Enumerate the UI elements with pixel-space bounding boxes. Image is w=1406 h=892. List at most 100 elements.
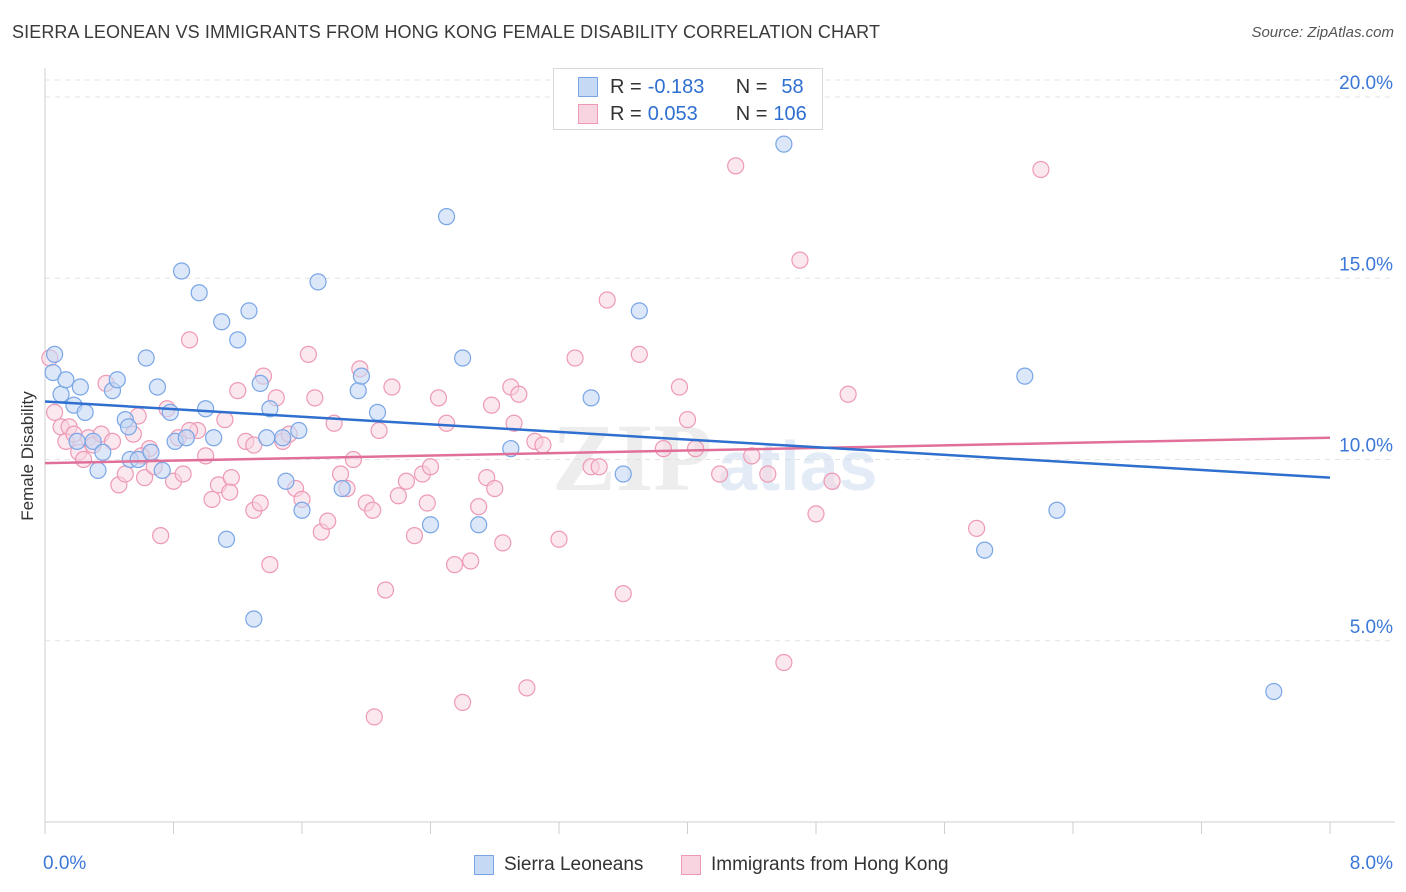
data-point-sierra-leonean (1048, 501, 1066, 519)
series-sierra-leoneans-points (44, 135, 1283, 701)
data-point-hong-kong (222, 469, 240, 487)
data-point-sierra-leonean (470, 516, 488, 534)
data-point-hong-kong (727, 157, 745, 175)
data-point-sierra-leonean (68, 432, 86, 450)
data-point-sierra-leonean (240, 302, 258, 320)
data-point-sierra-leonean (976, 541, 994, 559)
data-point-sierra-leonean (229, 331, 247, 349)
tick-labels: 5.0% 10.0% 15.0% 20.0% 0.0% 8.0% (43, 73, 1393, 874)
data-point-sierra-leonean (1016, 367, 1034, 385)
data-point-sierra-leonean (421, 516, 440, 534)
data-point-hong-kong (319, 512, 337, 530)
data-point-sierra-leonean (44, 363, 62, 382)
legend-r-value: 0.053 (647, 102, 698, 125)
legend-row-sierra-leoneans: R = -0.183 N = 58 (578, 75, 804, 99)
x-tick-label-max: 8.0% (1350, 853, 1393, 874)
data-point-hong-kong (470, 498, 488, 516)
data-point-sierra-leonean (197, 400, 215, 418)
data-point-sierra-leonean (290, 421, 308, 440)
legend-r-label: R = (610, 102, 642, 125)
data-point-sierra-leonean (258, 429, 276, 447)
data-point-hong-kong (383, 378, 401, 396)
data-point-hong-kong (494, 534, 512, 552)
data-point-hong-kong (370, 421, 388, 440)
data-point-hong-kong (344, 450, 362, 469)
data-point-hong-kong (791, 251, 809, 269)
data-point-hong-kong (389, 487, 407, 505)
data-point-sierra-leonean (309, 273, 327, 291)
bottom-legend-label: Sierra Leoneans (504, 854, 644, 875)
data-point-sierra-leonean (630, 302, 648, 320)
correlation-legend: R = -0.183 N = 58 R = 0.053 N = 106 (553, 68, 823, 130)
data-point-hong-kong (968, 519, 986, 537)
legend-n-value: 106 (773, 102, 807, 125)
data-point-hong-kong (376, 581, 395, 599)
data-point-hong-kong (839, 385, 857, 403)
data-point-sierra-leonean (775, 135, 793, 153)
data-point-sierra-leonean (46, 345, 64, 363)
data-point-sierra-leonean (76, 403, 94, 421)
data-point-hong-kong (518, 679, 536, 697)
data-point-sierra-leonean (161, 403, 179, 421)
data-point-hong-kong (364, 501, 382, 519)
data-point-hong-kong (116, 465, 134, 483)
data-point-hong-kong (510, 385, 528, 403)
data-point-sierra-leonean (277, 472, 295, 490)
data-point-hong-kong (590, 458, 608, 476)
data-point-sierra-leonean (352, 367, 371, 385)
bottom-legend-swatch-pink (681, 855, 701, 875)
data-point-hong-kong (429, 389, 448, 407)
data-point-sierra-leonean (52, 385, 70, 403)
y-tick-label: 10.0% (1339, 436, 1393, 457)
data-point-hong-kong (437, 414, 456, 432)
bottom-legend-label: Immigrants from Hong Kong (711, 854, 949, 875)
data-point-hong-kong (174, 465, 192, 483)
data-point-sierra-leonean (437, 208, 456, 226)
legend-n-label: N = (735, 102, 768, 125)
data-point-hong-kong (486, 479, 504, 498)
data-point-hong-kong (421, 458, 440, 476)
data-point-hong-kong (1032, 160, 1050, 179)
data-point-hong-kong (203, 490, 221, 508)
data-point-sierra-leonean (217, 530, 236, 548)
data-point-hong-kong (482, 396, 501, 414)
data-point-hong-kong (418, 494, 436, 512)
data-point-hong-kong (103, 432, 122, 450)
data-point-hong-kong (678, 411, 697, 429)
data-point-hong-kong (823, 472, 841, 490)
data-point-sierra-leonean (213, 313, 231, 331)
data-point-hong-kong (152, 527, 170, 545)
chart-title: SIERRA LEONEAN VS IMMIGRANTS FROM HONG K… (12, 22, 881, 42)
data-point-hong-kong (775, 653, 793, 672)
axes (44, 68, 1395, 834)
data-point-hong-kong (654, 440, 673, 458)
grid-lines (45, 79, 1390, 642)
data-point-sierra-leonean (293, 501, 311, 519)
y-axis-label: Female Disability (18, 391, 37, 521)
data-point-hong-kong (221, 483, 239, 501)
data-point-sierra-leonean (582, 389, 600, 407)
data-point-sierra-leonean (274, 429, 292, 447)
legend-r-value: -0.183 (647, 75, 705, 98)
data-point-hong-kong (251, 494, 269, 512)
data-point-hong-kong (216, 411, 234, 429)
trend-line-hong-kong (44, 436, 1331, 465)
data-point-sierra-leonean (261, 400, 279, 418)
data-point-sierra-leonean (251, 374, 269, 392)
data-point-hong-kong (306, 389, 324, 407)
data-point-sierra-leonean (333, 479, 351, 498)
data-point-hong-kong (614, 585, 632, 603)
data-point-sierra-leonean (454, 349, 472, 367)
legend-swatch-blue (578, 77, 598, 97)
data-point-sierra-leonean (108, 371, 126, 389)
trend-lines (44, 400, 1331, 479)
data-point-hong-kong (46, 403, 64, 421)
data-point-hong-kong (462, 552, 480, 570)
data-point-hong-kong (759, 465, 777, 483)
data-point-sierra-leonean (137, 349, 155, 367)
legend-n-value: 58 (781, 75, 804, 98)
bottom-legend-hong-kong: Immigrants from Hong Kong (681, 852, 949, 878)
legend-row-hong-kong: R = 0.053 N = 106 (578, 102, 807, 126)
bottom-legend-sierra-leoneans: Sierra Leoneans (474, 852, 643, 878)
x-tick-label-min: 0.0% (43, 853, 86, 874)
